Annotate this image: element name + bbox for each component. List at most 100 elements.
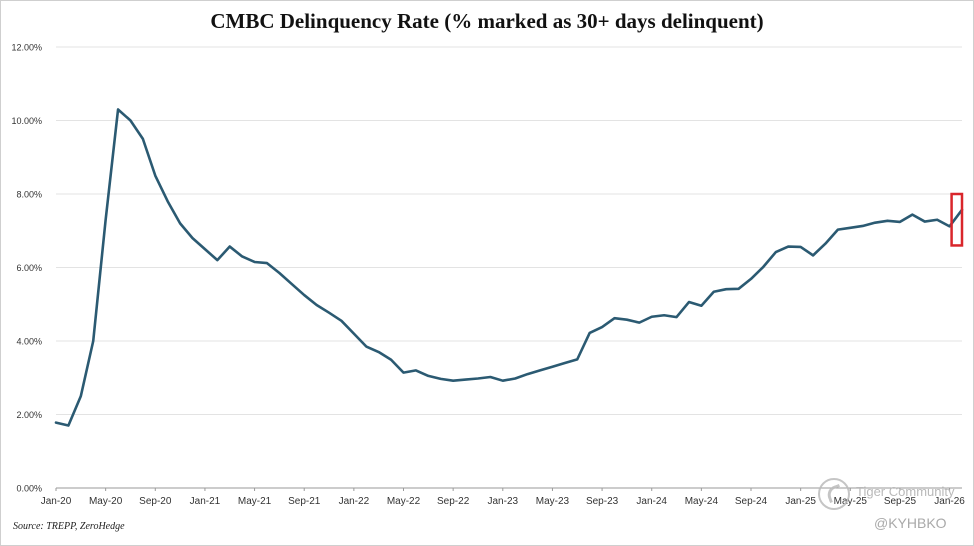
data-point: [204, 248, 206, 250]
data-point: [812, 254, 814, 256]
series-line-0: [54, 108, 964, 427]
data-point: [626, 318, 628, 320]
chart-title: CMBC Delinquency Rate (% marked as 30+ d…: [210, 9, 764, 33]
y-tick-label-3: 6.00%: [16, 263, 42, 273]
data-point: [799, 246, 801, 248]
data-point: [539, 369, 541, 371]
x-tick-label-8: Sep-22: [437, 496, 470, 507]
watermark: Tiger Community @KYHBKO: [818, 478, 968, 538]
y-axis-ticks: 0.00% 2.00% 4.00% 6.00% 8.00% 10.00% 12.00%: [11, 43, 42, 494]
data-point: [154, 174, 156, 176]
data-point: [762, 266, 764, 268]
data-point: [849, 227, 851, 229]
data-point: [353, 332, 355, 334]
source-note: Source: TREPP, ZeroHedge: [13, 521, 125, 532]
data-point: [166, 200, 168, 202]
x-tick-label-4: May-21: [238, 496, 272, 507]
watermark-brand: Tiger Community: [856, 484, 955, 499]
data-point: [216, 259, 218, 261]
data-point: [502, 379, 504, 381]
data-point: [266, 262, 268, 264]
data-point: [427, 375, 429, 377]
data-point: [551, 366, 553, 368]
highlight-layer: [950, 192, 964, 247]
data-point: [899, 221, 901, 223]
data-point: [129, 119, 131, 121]
data-point: [601, 326, 603, 328]
data-point: [663, 314, 665, 316]
data-point: [340, 320, 342, 322]
data-point: [700, 305, 702, 307]
data-point: [328, 312, 330, 314]
data-point: [862, 225, 864, 227]
data-point: [725, 288, 727, 290]
gridlines: [56, 46, 962, 489]
data-point: [824, 242, 826, 244]
data-point: [303, 294, 305, 296]
data-point: [377, 351, 379, 353]
data-point: [92, 340, 94, 342]
x-tick-label-14: Sep-24: [735, 496, 768, 507]
data-point: [936, 219, 938, 221]
data-point: [750, 278, 752, 280]
data-point: [651, 316, 653, 318]
data-point: [440, 378, 442, 380]
data-point: [737, 288, 739, 290]
y-tick-label-0: 0.00%: [16, 484, 42, 494]
x-tick-label-0: Jan-20: [41, 496, 72, 507]
x-tick-label-17: Sep-25: [884, 496, 917, 507]
data-point: [638, 321, 640, 323]
data-point: [241, 255, 243, 257]
data-point: [278, 272, 280, 274]
data-point: [55, 421, 57, 423]
x-tick-label-12: Jan-24: [636, 496, 667, 507]
x-tick-label-15: Jan-25: [785, 496, 816, 507]
data-point: [526, 373, 528, 375]
x-tick-label-18: Jan-26: [934, 496, 965, 507]
data-point: [253, 261, 255, 263]
data-point: [390, 359, 392, 361]
data-point: [675, 316, 677, 318]
data-point: [514, 377, 516, 379]
data-point: [415, 369, 417, 371]
data-point: [142, 138, 144, 140]
y-tick-label-2: 4.00%: [16, 337, 42, 347]
data-point: [787, 245, 789, 247]
y-tick-label-6: 12.00%: [11, 43, 42, 53]
data-point: [464, 378, 466, 380]
data-point: [613, 317, 615, 319]
x-tick-label-5: Sep-21: [288, 496, 321, 507]
x-axis-ticks: Jan-20 May-20 Sep-20 Jan-21 May-21 Sep-21 Jan-…: [41, 488, 965, 507]
y-tick-label-4: 8.00%: [16, 190, 42, 200]
x-tick-label-9: Jan-23: [488, 496, 519, 507]
data-point: [489, 376, 491, 378]
x-tick-label-16: May-25: [834, 496, 868, 507]
x-tick-label-13: May-24: [685, 496, 719, 507]
highlight-box: [950, 192, 964, 247]
data-point: [588, 332, 590, 334]
data-point: [576, 358, 578, 360]
data-point: [365, 345, 367, 347]
data-point: [191, 237, 193, 239]
x-tick-label-11: Sep-23: [586, 496, 619, 507]
data-point: [315, 304, 317, 306]
data-point: [837, 228, 839, 230]
watermark-handle: @KYHBKO: [874, 515, 947, 531]
data-point: [688, 301, 690, 303]
series-line-layer: [54, 108, 964, 427]
x-tick-label-3: Jan-21: [190, 496, 221, 507]
data-point: [874, 221, 876, 223]
data-point: [452, 379, 454, 381]
data-point: [775, 251, 777, 253]
tiger-logo-icon: [818, 478, 850, 510]
data-point: [229, 245, 231, 247]
x-tick-label-6: Jan-22: [339, 496, 370, 507]
data-point: [67, 424, 69, 426]
data-point: [886, 220, 888, 222]
x-tick-label-7: May-22: [387, 496, 421, 507]
data-point: [402, 371, 404, 373]
data-point: [291, 283, 293, 285]
x-tick-label-1: May-20: [89, 496, 123, 507]
data-point: [911, 213, 913, 215]
